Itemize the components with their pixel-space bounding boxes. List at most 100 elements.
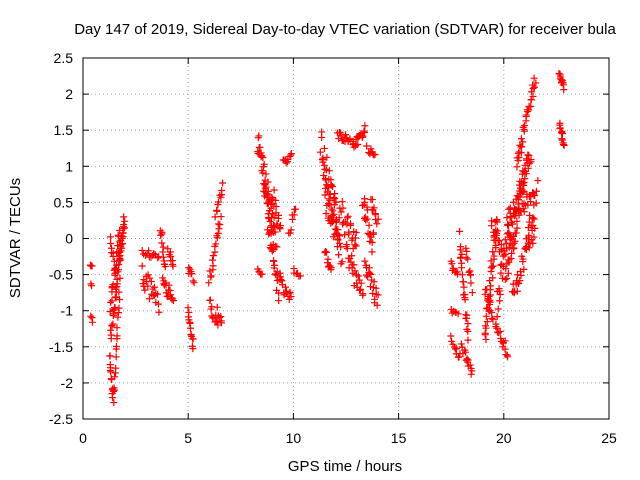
data-point bbox=[332, 198, 340, 206]
y-tick-label: -1 bbox=[61, 303, 74, 319]
data-point bbox=[259, 169, 267, 177]
chart-title: Day 147 of 2019, Sidereal Day-to-day VTE… bbox=[74, 21, 616, 38]
data-point bbox=[112, 285, 120, 293]
data-point bbox=[483, 318, 491, 326]
data-point bbox=[346, 221, 354, 229]
data-point bbox=[286, 229, 294, 237]
data-point bbox=[527, 102, 535, 110]
x-axis-label: GPS time / hours bbox=[288, 458, 402, 475]
data-point bbox=[325, 200, 333, 208]
data-point bbox=[215, 225, 223, 233]
data-point bbox=[363, 142, 371, 150]
data-point bbox=[513, 163, 521, 171]
data-point bbox=[119, 223, 127, 231]
data-point bbox=[504, 353, 512, 361]
data-point bbox=[326, 201, 334, 209]
data-point bbox=[256, 143, 264, 151]
data-point bbox=[493, 313, 501, 321]
data-point bbox=[559, 141, 567, 149]
data-point bbox=[320, 144, 328, 152]
data-point bbox=[497, 269, 505, 277]
data-point bbox=[116, 274, 124, 282]
data-point bbox=[88, 282, 96, 290]
data-point bbox=[517, 272, 525, 280]
data-point bbox=[321, 191, 329, 199]
data-point bbox=[513, 224, 521, 232]
data-point bbox=[373, 220, 381, 228]
data-point bbox=[374, 291, 382, 299]
data-point bbox=[463, 314, 471, 322]
data-point bbox=[463, 247, 471, 255]
data-point bbox=[524, 108, 532, 116]
data-point bbox=[255, 132, 263, 140]
data-point bbox=[186, 324, 194, 332]
data-point bbox=[189, 345, 197, 353]
data-point bbox=[367, 145, 375, 153]
data-point bbox=[148, 290, 156, 298]
data-point bbox=[282, 283, 290, 291]
data-point bbox=[207, 272, 215, 280]
data-point bbox=[276, 269, 284, 277]
data-point bbox=[209, 252, 217, 260]
data-point bbox=[154, 300, 162, 308]
data-point bbox=[362, 216, 370, 224]
data-point bbox=[352, 228, 360, 236]
data-point bbox=[501, 250, 509, 258]
data-point bbox=[147, 277, 155, 285]
data-point bbox=[335, 251, 343, 259]
y-tick-label: 2.5 bbox=[54, 50, 74, 66]
data-point bbox=[267, 230, 275, 238]
y-tick-label: -2 bbox=[61, 375, 74, 391]
data-point bbox=[106, 366, 114, 374]
data-point bbox=[501, 345, 509, 353]
data-point bbox=[106, 308, 114, 316]
data-point bbox=[113, 280, 121, 288]
data-point bbox=[274, 214, 282, 222]
data-point bbox=[323, 181, 331, 189]
data-point bbox=[158, 239, 166, 247]
data-point bbox=[262, 170, 270, 178]
y-axis-ticks: -2.5 -2 -1.5 -1 -0.5 0 0.5 1 1.5 2 2.5 bbox=[49, 50, 609, 427]
data-point bbox=[268, 247, 276, 255]
data-point bbox=[287, 226, 295, 234]
data-point bbox=[529, 84, 537, 92]
data-point bbox=[516, 187, 524, 195]
data-point bbox=[109, 249, 117, 257]
data-point bbox=[107, 331, 115, 339]
data-point bbox=[169, 262, 177, 270]
data-point bbox=[371, 151, 379, 159]
data-point bbox=[150, 283, 158, 291]
data-point bbox=[150, 250, 158, 258]
data-point bbox=[461, 294, 469, 302]
data-point bbox=[271, 228, 279, 236]
data-point bbox=[519, 180, 527, 188]
data-point bbox=[464, 327, 472, 335]
data-point bbox=[368, 239, 376, 247]
data-point bbox=[338, 258, 346, 266]
data-point bbox=[120, 213, 128, 221]
data-point bbox=[529, 214, 537, 222]
data-point bbox=[372, 284, 380, 292]
data-point bbox=[327, 181, 335, 189]
data-point bbox=[493, 218, 501, 226]
data-point bbox=[287, 150, 295, 158]
data-point bbox=[462, 348, 470, 356]
data-point bbox=[519, 138, 527, 146]
data-point bbox=[373, 301, 381, 309]
data-point bbox=[457, 340, 465, 348]
data-point bbox=[489, 262, 497, 270]
data-point bbox=[112, 364, 120, 372]
data-point bbox=[532, 79, 540, 87]
data-point bbox=[489, 274, 497, 282]
data-point bbox=[270, 186, 278, 194]
data-point bbox=[495, 287, 503, 295]
data-point bbox=[330, 210, 338, 218]
data-point bbox=[464, 320, 472, 328]
data-point bbox=[468, 289, 476, 297]
data-point bbox=[357, 285, 365, 293]
data-point bbox=[322, 248, 330, 256]
data-point bbox=[504, 269, 512, 277]
data-point bbox=[323, 153, 331, 161]
data-point bbox=[482, 324, 490, 332]
